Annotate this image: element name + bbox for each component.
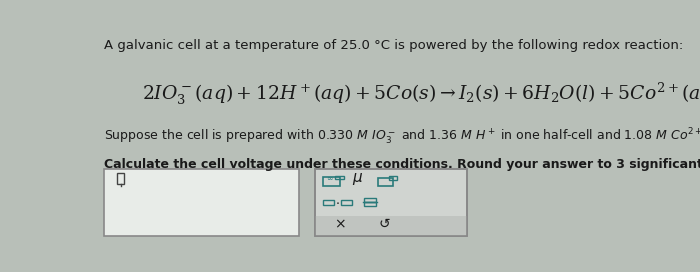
Bar <box>335 176 344 179</box>
Text: $2IO_3^-(aq)+12H^+(aq)+5Co(s)\rightarrow I_2(s)+6H_2O(l)+5Co^{2+}(aq)$: $2IO_3^-(aq)+12H^+(aq)+5Co(s)\rightarrow… <box>141 81 700 107</box>
Text: $\times$: $\times$ <box>335 217 346 231</box>
Text: $\cdot$: $\cdot$ <box>335 196 339 209</box>
Text: $\infty$: $\infty$ <box>326 174 334 183</box>
Bar <box>364 202 376 206</box>
Text: Suppose the cell is prepared with 0.330 $M$ $IO_3^-$ and 1.36 $M$ $H^+$ in one h: Suppose the cell is prepared with 0.330 … <box>104 127 700 147</box>
Bar <box>342 200 352 205</box>
Bar <box>315 216 468 236</box>
Bar <box>378 178 393 186</box>
Bar <box>118 173 124 184</box>
Text: Calculate the cell voltage under these conditions. Round your answer to 3 signif: Calculate the cell voltage under these c… <box>104 158 700 171</box>
Bar <box>104 169 299 236</box>
Text: A galvanic cell at a temperature of 25.0 °C is powered by the following redox re: A galvanic cell at a temperature of 25.0… <box>104 39 683 52</box>
Bar <box>389 176 398 180</box>
Text: $\circlearrowleft$: $\circlearrowleft$ <box>375 217 391 231</box>
Text: $\mu$: $\mu$ <box>351 171 363 187</box>
Bar <box>315 169 468 236</box>
Bar <box>315 169 468 236</box>
Bar <box>323 177 340 186</box>
Bar <box>323 200 335 205</box>
Bar <box>364 198 376 202</box>
